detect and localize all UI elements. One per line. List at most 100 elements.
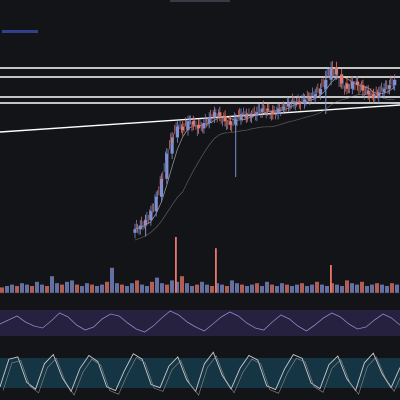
candle-body xyxy=(292,101,296,104)
volume-bar xyxy=(125,286,129,293)
candle-body xyxy=(382,88,386,93)
volume-bar xyxy=(60,284,64,293)
volume-bar xyxy=(315,281,319,293)
volume-bar xyxy=(115,283,119,293)
stochastic-band xyxy=(0,358,400,388)
candle-body xyxy=(244,114,248,118)
candle-body xyxy=(202,123,206,129)
volume-bar xyxy=(225,286,229,293)
volume-bar xyxy=(70,280,74,293)
volume-spike xyxy=(215,248,217,293)
candle-body xyxy=(260,108,264,113)
volume-bar xyxy=(50,276,54,293)
trendline-group xyxy=(0,104,400,133)
volume-bar xyxy=(210,286,214,293)
candle-body xyxy=(366,90,370,95)
volume-bar xyxy=(340,286,344,293)
candle-body xyxy=(212,112,217,118)
volume-bar xyxy=(260,286,264,293)
volume-bar xyxy=(295,284,299,293)
candle-body xyxy=(340,74,344,84)
volume-bar xyxy=(335,284,339,293)
candle-body xyxy=(276,108,280,114)
volume-bar xyxy=(195,284,199,293)
moving-average-slow xyxy=(134,93,395,241)
candle-body xyxy=(350,81,354,89)
volume-bar xyxy=(275,286,279,293)
volume-bar xyxy=(5,286,9,293)
candle-body xyxy=(197,124,201,129)
candle-body xyxy=(181,126,185,131)
stochastic-k-line xyxy=(0,351,400,393)
volume-bar xyxy=(245,286,249,293)
volume-bar xyxy=(105,281,109,293)
volume-spike xyxy=(175,237,177,293)
top-edge-mark xyxy=(170,0,230,2)
candle-body xyxy=(329,67,333,80)
volume-bar xyxy=(0,287,4,293)
volume-bar xyxy=(305,286,309,293)
price-series xyxy=(133,60,397,239)
candle-body xyxy=(356,81,360,86)
candle-body xyxy=(228,121,232,125)
candle-body xyxy=(265,108,270,111)
candle-body xyxy=(303,99,307,104)
candle-body xyxy=(287,103,291,107)
volume-bar xyxy=(375,283,379,293)
candle-body xyxy=(159,178,164,197)
volume-bar xyxy=(280,283,284,293)
candle-body xyxy=(345,83,349,89)
volume-bar xyxy=(20,283,24,293)
candle-body xyxy=(239,114,243,120)
volume-bar xyxy=(320,284,324,293)
volume-bar xyxy=(310,284,314,293)
rsi-line xyxy=(0,310,400,333)
volume-bar xyxy=(55,283,59,293)
volume-bar xyxy=(345,280,349,293)
candle-body xyxy=(170,137,174,154)
volume-bar xyxy=(190,286,194,293)
volume-panel xyxy=(0,237,400,294)
volume-bar xyxy=(100,284,104,293)
volume-bar xyxy=(285,284,289,293)
volume-bar xyxy=(90,284,94,293)
candle-body xyxy=(186,121,190,131)
candle-body xyxy=(393,79,397,86)
volume-bar xyxy=(75,284,79,293)
stochastic-d-line xyxy=(2,355,400,396)
volume-bar xyxy=(45,286,49,293)
volume-bar xyxy=(370,284,374,293)
candle-body xyxy=(154,196,158,212)
volume-bar xyxy=(30,286,34,293)
volume-bar xyxy=(220,284,224,293)
volume-bar xyxy=(300,283,304,293)
volume-bar xyxy=(170,280,174,293)
volume-bar xyxy=(215,283,219,293)
candle-body xyxy=(250,115,254,118)
volume-bar xyxy=(395,284,399,293)
candle-body xyxy=(297,101,301,104)
volume-bar xyxy=(65,281,69,293)
volume-bar xyxy=(180,276,184,293)
candle-body xyxy=(281,106,285,109)
volume-bar xyxy=(270,284,274,293)
volume-bar xyxy=(85,283,89,293)
volume-bar xyxy=(95,286,99,293)
volume-bar xyxy=(120,284,124,293)
volume-bar xyxy=(390,283,394,293)
candle-body xyxy=(334,67,338,75)
indicator-tag-mark xyxy=(2,30,38,33)
volume-bar xyxy=(240,284,244,293)
candle-body xyxy=(175,126,179,138)
candle-body xyxy=(371,94,376,98)
rsi-band xyxy=(0,310,400,336)
volume-bar xyxy=(10,284,14,293)
volume-bar xyxy=(155,277,159,293)
candle-body xyxy=(361,85,365,91)
candle-body xyxy=(313,94,317,98)
volume-bar xyxy=(255,283,259,293)
volume-bar xyxy=(35,281,39,293)
candle-body xyxy=(165,153,169,179)
candle-body xyxy=(207,117,211,123)
